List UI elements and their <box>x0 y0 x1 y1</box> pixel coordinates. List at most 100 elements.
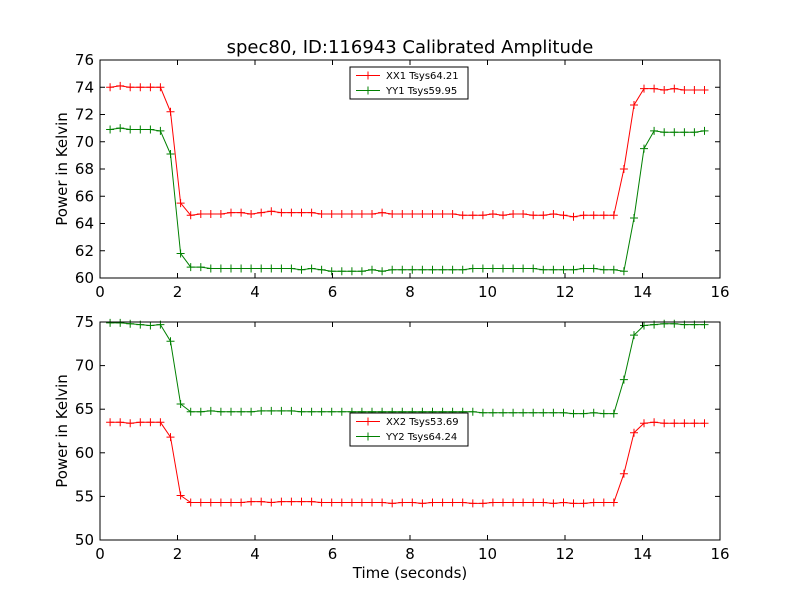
data-point <box>529 264 538 273</box>
x-tick-label: 0 <box>95 545 105 563</box>
data-point <box>428 265 437 274</box>
data-point <box>227 498 235 507</box>
data-point <box>630 101 638 109</box>
legend-2: XX2 Tsys53.69 YY2 Tsys64.24 <box>349 412 469 447</box>
data-point <box>700 419 709 428</box>
y-tick-label: 75 <box>75 313 94 331</box>
x-tick-label: 12 <box>555 545 574 563</box>
data-point <box>529 408 538 417</box>
data-point <box>146 418 155 427</box>
data-point <box>357 210 366 218</box>
data-point <box>438 210 447 218</box>
data-point <box>569 409 578 418</box>
x-axis-label: Time (seconds) <box>352 564 468 582</box>
y-axis-label-1: Power in Kelvin <box>53 112 71 226</box>
data-point <box>126 83 135 92</box>
data-point <box>277 208 286 217</box>
data-point <box>166 150 175 158</box>
data-point <box>398 210 407 218</box>
data-point <box>589 211 598 220</box>
data-point <box>277 406 286 415</box>
data-point <box>499 498 507 507</box>
data-point <box>519 408 528 417</box>
data-point <box>529 498 538 507</box>
data-point <box>680 86 689 94</box>
data-point <box>116 418 125 427</box>
data-point <box>519 498 528 507</box>
data-point <box>549 408 558 417</box>
data-point <box>126 125 135 134</box>
x-tick-label: 6 <box>328 545 338 563</box>
legend-marker <box>364 417 372 426</box>
data-point <box>257 497 266 506</box>
data-point <box>126 319 135 328</box>
data-point <box>488 498 497 507</box>
data-point <box>478 211 487 220</box>
data-point <box>640 321 648 330</box>
data-point <box>156 83 165 92</box>
data-point <box>176 491 185 500</box>
x-tick-label: 14 <box>633 283 652 301</box>
data-point <box>237 498 246 507</box>
data-point <box>378 498 387 507</box>
data-point <box>378 208 387 217</box>
data-point <box>478 264 487 273</box>
data-point <box>287 208 296 217</box>
data-point <box>186 498 195 507</box>
data-point <box>488 264 497 273</box>
data-point <box>428 498 437 507</box>
data-point <box>660 419 669 428</box>
data-point <box>700 126 709 135</box>
data-point <box>519 210 528 218</box>
data-point <box>549 210 558 218</box>
data-point <box>448 498 457 507</box>
data-point <box>116 318 125 327</box>
series-markers-1-2 <box>106 124 709 276</box>
data-point <box>126 419 135 428</box>
data-point <box>106 125 115 134</box>
data-point <box>267 264 276 273</box>
data-point <box>650 84 659 93</box>
data-point <box>257 264 266 273</box>
y-tick-label: 60 <box>75 444 94 462</box>
data-point <box>347 498 356 507</box>
series-markers-2-1 <box>106 418 709 508</box>
data-point <box>640 419 648 428</box>
data-point <box>186 263 195 272</box>
data-point <box>700 86 709 94</box>
data-point <box>408 210 417 218</box>
data-point <box>247 210 256 218</box>
data-point <box>619 165 628 173</box>
data-point <box>176 249 185 258</box>
series-markers-1-1 <box>106 81 709 221</box>
data-point <box>297 208 306 217</box>
data-point <box>216 498 225 507</box>
data-point <box>106 418 115 427</box>
y-tick-label: 62 <box>75 242 94 260</box>
data-point <box>327 498 336 507</box>
data-point <box>539 211 548 220</box>
data-point <box>206 498 215 507</box>
data-point <box>458 498 467 507</box>
x-tick-label: 6 <box>328 283 338 301</box>
x-tick-label: 8 <box>405 283 415 301</box>
data-point <box>136 125 145 134</box>
data-point <box>630 428 638 437</box>
data-point <box>609 409 618 418</box>
legend-label: YY1 Tsys59.95 <box>385 86 457 97</box>
y-tick-label: 74 <box>75 78 94 96</box>
data-point <box>186 211 195 220</box>
data-point <box>297 407 306 416</box>
data-point <box>619 469 628 478</box>
data-point <box>368 210 376 218</box>
data-point <box>146 321 155 330</box>
data-point <box>227 208 235 217</box>
data-point <box>176 199 185 208</box>
data-point <box>327 407 336 416</box>
data-point <box>388 210 397 218</box>
legend-label: XX1 Tsys64.21 <box>386 71 459 82</box>
data-point <box>670 419 679 428</box>
x-tick-label: 10 <box>478 283 497 301</box>
y-tick-label: 70 <box>75 133 94 151</box>
data-point <box>670 128 679 137</box>
